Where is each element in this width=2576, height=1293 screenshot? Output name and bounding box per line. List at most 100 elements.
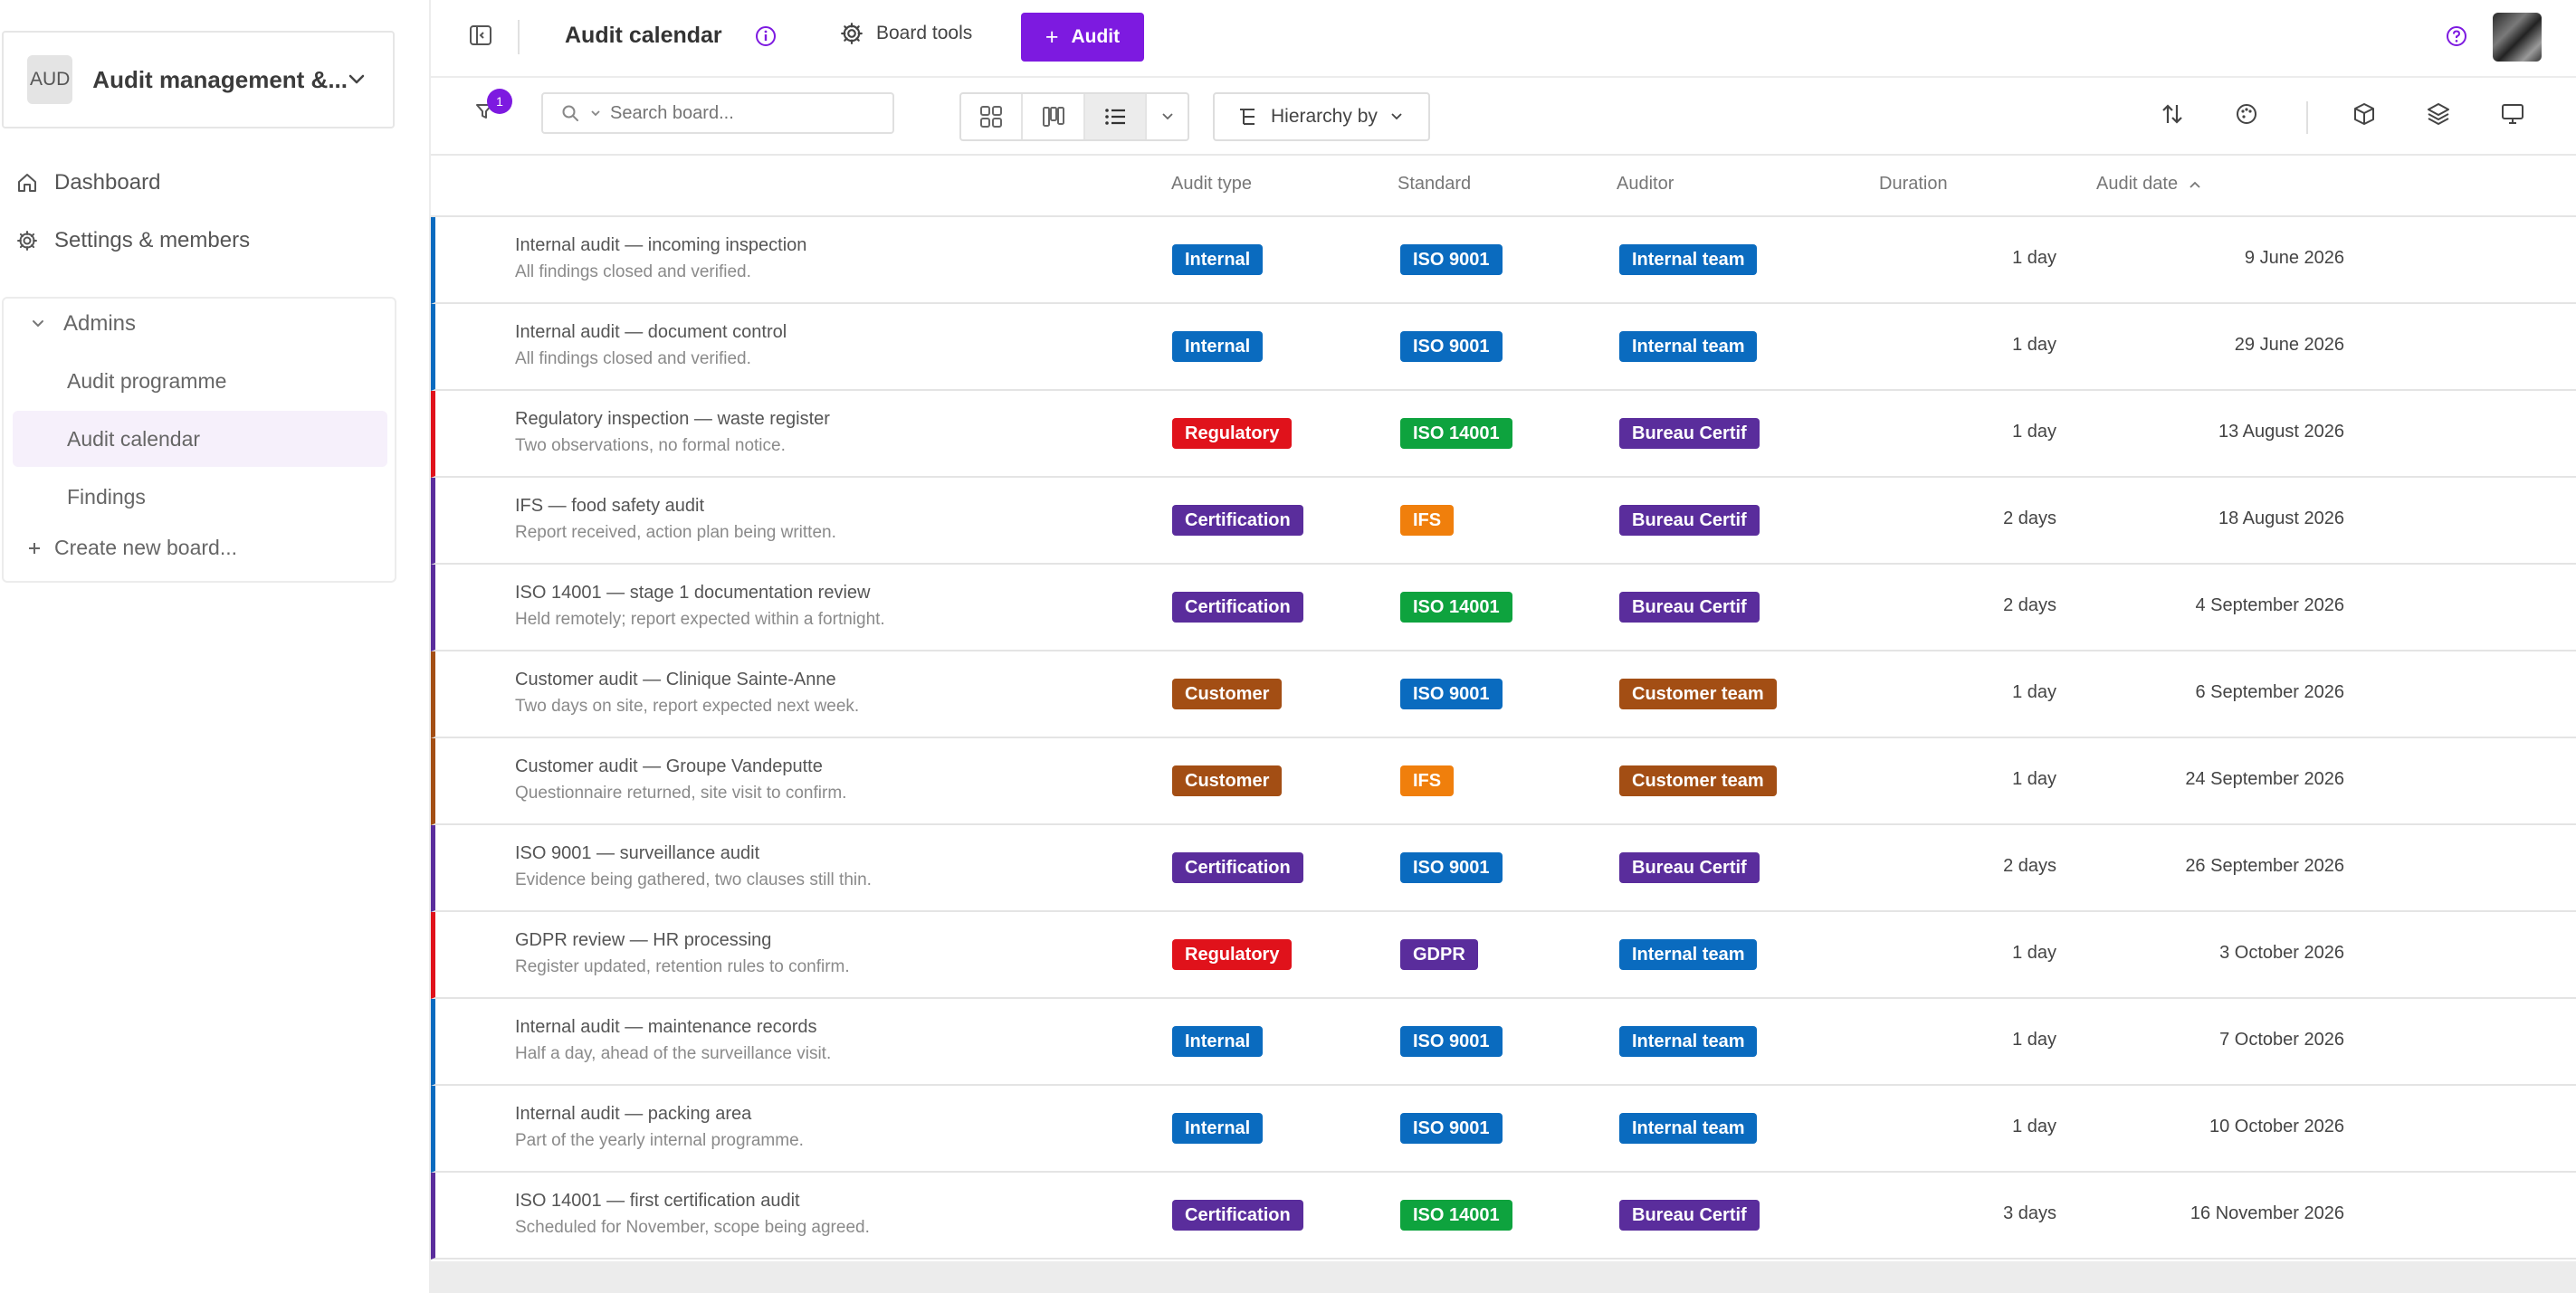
auditor-badge: Customer team [1619, 765, 1777, 796]
column-header-audit-type[interactable]: Audit type [1171, 174, 1252, 195]
duration-value: 1 day [2012, 943, 2056, 963]
standard-badge: ISO 9001 [1400, 244, 1503, 275]
duration-value: 1 day [2012, 1117, 2056, 1136]
view-list-button[interactable] [1084, 94, 1148, 139]
create-board-button[interactable]: Create new board... [27, 536, 237, 560]
sidebar-item-audit-programme[interactable]: Audit programme [13, 353, 387, 409]
table-row[interactable]: GDPR review — HR processing Register upda… [431, 912, 2576, 999]
hierarchy-icon [1236, 106, 1258, 128]
column-label: Auditor [1617, 174, 1674, 194]
audit-date-value: 10 October 2026 [2209, 1117, 2344, 1136]
create-board-label: Create new board... [54, 536, 238, 559]
standard-badge: IFS [1400, 765, 1455, 796]
column-header-standard[interactable]: Standard [1398, 174, 1471, 195]
add-audit-label: Audit [1071, 26, 1121, 47]
plus-icon [27, 541, 42, 556]
info-icon[interactable] [755, 25, 777, 47]
audit-date-value: 26 September 2026 [2185, 856, 2344, 876]
sidebar-item-label: Dashboard [54, 170, 161, 195]
duration-value: 2 days [2003, 595, 2056, 615]
sort-icon[interactable] [2160, 101, 2185, 127]
standard-badge: ISO 9001 [1400, 852, 1503, 883]
sidebar-item-label: Audit calendar [67, 426, 201, 451]
list-icon [1102, 104, 1128, 129]
user-avatar[interactable] [2493, 13, 2542, 62]
standard-badge: ISO 9001 [1400, 1026, 1503, 1057]
add-audit-button[interactable]: + Audit [1021, 13, 1144, 62]
table-row[interactable]: Internal audit — packing area Part of the… [431, 1086, 2576, 1173]
standard-badge: ISO 9001 [1400, 1113, 1503, 1144]
column-header-audit-date[interactable]: Audit date [2096, 174, 2201, 195]
row-subtitle: Report received, action plan being writt… [515, 523, 836, 542]
view-grid-button[interactable] [961, 94, 1024, 139]
chevron-down-icon [348, 73, 366, 86]
table-row[interactable]: ISO 14001 — stage 1 documentation review… [431, 565, 2576, 651]
audit-date-value: 18 August 2026 [2218, 509, 2344, 528]
table-row[interactable]: Internal audit — maintenance records Half… [431, 999, 2576, 1086]
column-header-duration[interactable]: Duration [1879, 174, 1948, 195]
filter-count-badge: 1 [487, 89, 512, 114]
auditor-badge: Internal team [1619, 331, 1758, 362]
palette-icon[interactable] [2234, 101, 2259, 127]
duration-value: 2 days [2003, 509, 2056, 528]
hierarchy-dropdown[interactable]: Hierarchy by [1213, 92, 1430, 141]
column-label: Audit date [2096, 174, 2179, 194]
duration-value: 3 days [2003, 1203, 2056, 1223]
board-tools-button[interactable]: Board tools [840, 22, 972, 45]
audit-type-badge: Internal [1172, 244, 1264, 275]
workspace-switcher[interactable]: AUD Audit management &... [2, 31, 395, 128]
row-title: Internal audit — document control [515, 322, 787, 342]
board-toolbar: 1 [431, 78, 2576, 156]
table-row[interactable]: IFS — food safety audit Report received, … [431, 478, 2576, 565]
sidebar-item-label: Settings & members [54, 228, 251, 252]
audit-date-value: 13 August 2026 [2218, 422, 2344, 442]
table-row[interactable]: Customer audit — Groupe Vandeputte Questi… [431, 738, 2576, 825]
sidebar-item-findings[interactable]: Findings [13, 469, 387, 525]
sidebar-item-settings[interactable]: Settings & members [16, 228, 250, 253]
row-title: IFS — food safety audit [515, 496, 704, 516]
search-input[interactable] [608, 101, 865, 125]
row-subtitle: All findings closed and verified. [515, 349, 751, 368]
audit-date-value: 29 June 2026 [2234, 335, 2344, 355]
auditor-badge: Bureau Certif [1619, 592, 1760, 623]
sidebar-item-audit-calendar[interactable]: Audit calendar [13, 411, 387, 467]
table-row[interactable]: Internal audit — document control All fin… [431, 304, 2576, 391]
page-title: Audit calendar [565, 23, 722, 48]
view-kanban-button[interactable] [1023, 94, 1085, 139]
board-tools-label: Board tools [876, 23, 973, 43]
audit-type-badge: Certification [1172, 1200, 1303, 1231]
auditor-badge: Bureau Certif [1619, 418, 1760, 449]
monitor-icon[interactable] [2500, 101, 2525, 127]
chevron-down-icon[interactable] [590, 109, 601, 117]
standard-badge: ISO 14001 [1400, 592, 1512, 623]
view-more-button[interactable] [1147, 94, 1188, 139]
plus-icon: + [1045, 24, 1059, 50]
row-subtitle: Scheduled for November, scope being agre… [515, 1218, 870, 1237]
table-row[interactable]: ISO 14001 — first certification audit Sch… [431, 1173, 2576, 1260]
board-group-toggle[interactable]: Admins [31, 311, 136, 337]
sidebar-toggle-icon[interactable] [469, 24, 492, 47]
standard-badge: ISO 14001 [1400, 1200, 1512, 1231]
auditor-badge: Internal team [1619, 1026, 1758, 1057]
row-title: Internal audit — packing area [515, 1104, 752, 1124]
cube-icon[interactable] [2352, 101, 2377, 127]
table-row[interactable]: Internal audit — incoming inspection All … [431, 217, 2576, 304]
row-title: ISO 9001 — surveillance audit [515, 843, 760, 863]
row-title: ISO 14001 — first certification audit [515, 1191, 800, 1211]
table-row[interactable]: Regulatory inspection — waste register Tw… [431, 391, 2576, 478]
layers-icon[interactable] [2426, 101, 2451, 127]
column-header-auditor[interactable]: Auditor [1617, 174, 1674, 195]
row-subtitle: Two observations, no formal notice. [515, 436, 786, 455]
table-row[interactable]: ISO 9001 — surveillance audit Evidence be… [431, 825, 2576, 912]
auditor-badge: Bureau Certif [1619, 1200, 1760, 1231]
auditor-badge: Internal team [1619, 939, 1758, 970]
sidebar-item-dashboard[interactable]: Dashboard [16, 170, 160, 195]
horizontal-scrollbar[interactable] [431, 1261, 2576, 1293]
sidebar-item-label: Findings [67, 484, 146, 509]
view-switcher [959, 92, 1189, 141]
help-icon[interactable] [2446, 25, 2467, 47]
table-row[interactable]: Customer audit — Clinique Sainte-Anne Two… [431, 651, 2576, 738]
audit-date-value: 16 November 2026 [2190, 1203, 2344, 1223]
search-field[interactable] [541, 92, 894, 134]
top-bar: Audit calendar Board tools + Audit [431, 0, 2576, 78]
